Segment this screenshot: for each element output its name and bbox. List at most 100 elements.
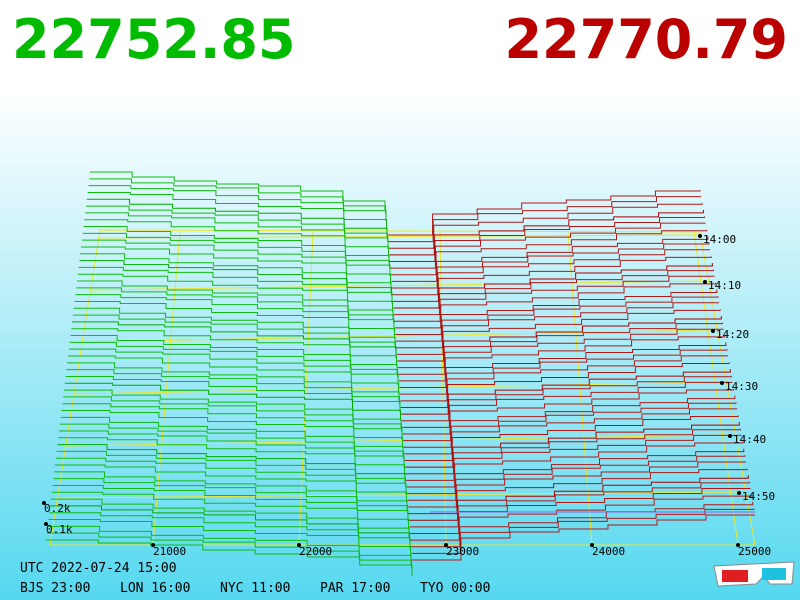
ask-depth-line: [411, 508, 755, 554]
bid-depth-line: [84, 219, 389, 257]
price-tick-label: 21000: [153, 545, 186, 558]
ask-depth-line: [399, 349, 728, 395]
bid-depth-line: [51, 491, 409, 530]
ask-depth-line: [392, 249, 711, 296]
ask-depth-line: [401, 369, 731, 415]
time-tick-label: 14:30: [725, 380, 758, 393]
ask-depth-line: [397, 316, 722, 362]
time-tick-label: 14:50: [742, 490, 775, 503]
ask-depth-line: [410, 495, 753, 541]
ask-depth-line: [410, 487, 751, 534]
bid-depth-line: [54, 464, 407, 503]
tick-dot: [151, 543, 155, 547]
ask-depth-line: [388, 196, 702, 243]
ask-depth-line: [394, 275, 715, 322]
ask-depth-line: [393, 262, 713, 309]
tick-dot: [737, 491, 741, 495]
zone-time: BJS 23:00: [20, 581, 90, 596]
time-grid-line: [54, 491, 739, 499]
price-grid-line: [439, 231, 447, 546]
ask-depth-line: [403, 395, 736, 442]
bid-depth-line: [87, 191, 387, 230]
ask-depth-line: [395, 296, 719, 342]
ask-depth-line: [409, 475, 749, 521]
zone-time: TYO 00:00: [420, 581, 490, 596]
ask-depth-line: [393, 269, 714, 316]
time-grid-line: [99, 234, 700, 239]
ask-depth-line: [400, 355, 729, 402]
time-tick-label: 14:20: [716, 328, 749, 341]
bid-depth-line: [77, 273, 393, 312]
tick-dot: [42, 501, 46, 505]
time-tick-label: 14:10: [708, 279, 741, 292]
bid-depth-line: [74, 300, 395, 339]
depth-lines: [46, 171, 755, 576]
tick-dot: [590, 543, 594, 547]
ask-depth-line: [397, 322, 723, 369]
ask-price: 22770.79: [504, 8, 788, 71]
ask-depth-line: [400, 362, 730, 408]
ask-depth-line: [395, 289, 718, 335]
tick-dot: [297, 543, 301, 547]
3d-glasses-icon[interactable]: [713, 561, 795, 587]
ask-depth-line: [407, 448, 745, 495]
ask-depth-line: [411, 501, 754, 548]
depth-tick-label: 0.1k: [46, 523, 73, 536]
ask-depth-line: [392, 256, 712, 302]
ask-depth-line: [408, 461, 747, 508]
zone-time: NYC 11:00: [220, 581, 290, 596]
price-tick-label: 22000: [299, 545, 332, 558]
ask-depth-line: [409, 481, 750, 528]
ask-depth-line: [406, 442, 744, 488]
time-grid-line: [63, 434, 730, 447]
bid-depth-line: [71, 328, 397, 366]
price-tick-label: 23000: [446, 545, 479, 558]
ask-depth-line: [404, 415, 739, 462]
time-grid-line: [81, 329, 713, 343]
zone-time: PAR 17:00: [320, 581, 390, 596]
ask-depth-line: [388, 190, 701, 236]
price-grid-line: [152, 231, 181, 546]
time-tick-label: 14:00: [703, 233, 736, 246]
price-tick-label: 24000: [592, 545, 625, 558]
ask-depth-line: [389, 216, 705, 263]
bid-depth-line: [64, 382, 401, 421]
ask-depth-line: [405, 428, 741, 475]
depth-tick-label: 0.2k: [44, 502, 71, 515]
time-grid-line: [72, 381, 722, 395]
tick-dot: [44, 522, 48, 526]
ask-depth-line: [398, 328, 724, 375]
ask-depth-line: [390, 229, 708, 276]
price-tick-label: 25000: [738, 545, 771, 558]
ask-depth-line: [390, 222, 706, 269]
ask-depth-line: [408, 468, 748, 515]
tick-dot: [698, 234, 702, 238]
ask-depth-line: [396, 302, 720, 349]
ask-depth-line: [404, 408, 738, 455]
axis-labels: 21000 22000 23000 24000 25000 14:00 14:10 14:20…: [42, 233, 775, 558]
bid-depth-line: [68, 355, 399, 393]
bid-price: 22752.85: [12, 8, 296, 71]
ask-depth-line: [402, 388, 735, 435]
tick-dot: [720, 381, 724, 385]
tick-dot: [444, 543, 448, 547]
ask-depth-line: [391, 236, 709, 282]
bid-depth-line: [61, 410, 403, 448]
tick-dot: [711, 329, 715, 333]
ask-depth-line: [389, 209, 704, 256]
time-zones: BJS 23:00 LON 16:00 NYC 11:00 PAR 17:00 TYO …: [20, 581, 490, 596]
time-tick-label: 14:40: [733, 433, 766, 446]
ask-depth-line: [402, 381, 733, 428]
tick-dot: [728, 434, 732, 438]
time-grid-line: [90, 280, 705, 291]
ask-depth-line: [412, 514, 755, 561]
ask-depth-line: [405, 422, 740, 468]
ask-depth-line: [399, 342, 727, 389]
ask-depth-line: [406, 434, 742, 481]
ask-depth-line: [403, 402, 737, 448]
utc-time: UTC 2022-07-24 15:00: [20, 561, 177, 576]
ask-depth-line: [401, 375, 732, 422]
bid-depth-line: [46, 539, 413, 576]
